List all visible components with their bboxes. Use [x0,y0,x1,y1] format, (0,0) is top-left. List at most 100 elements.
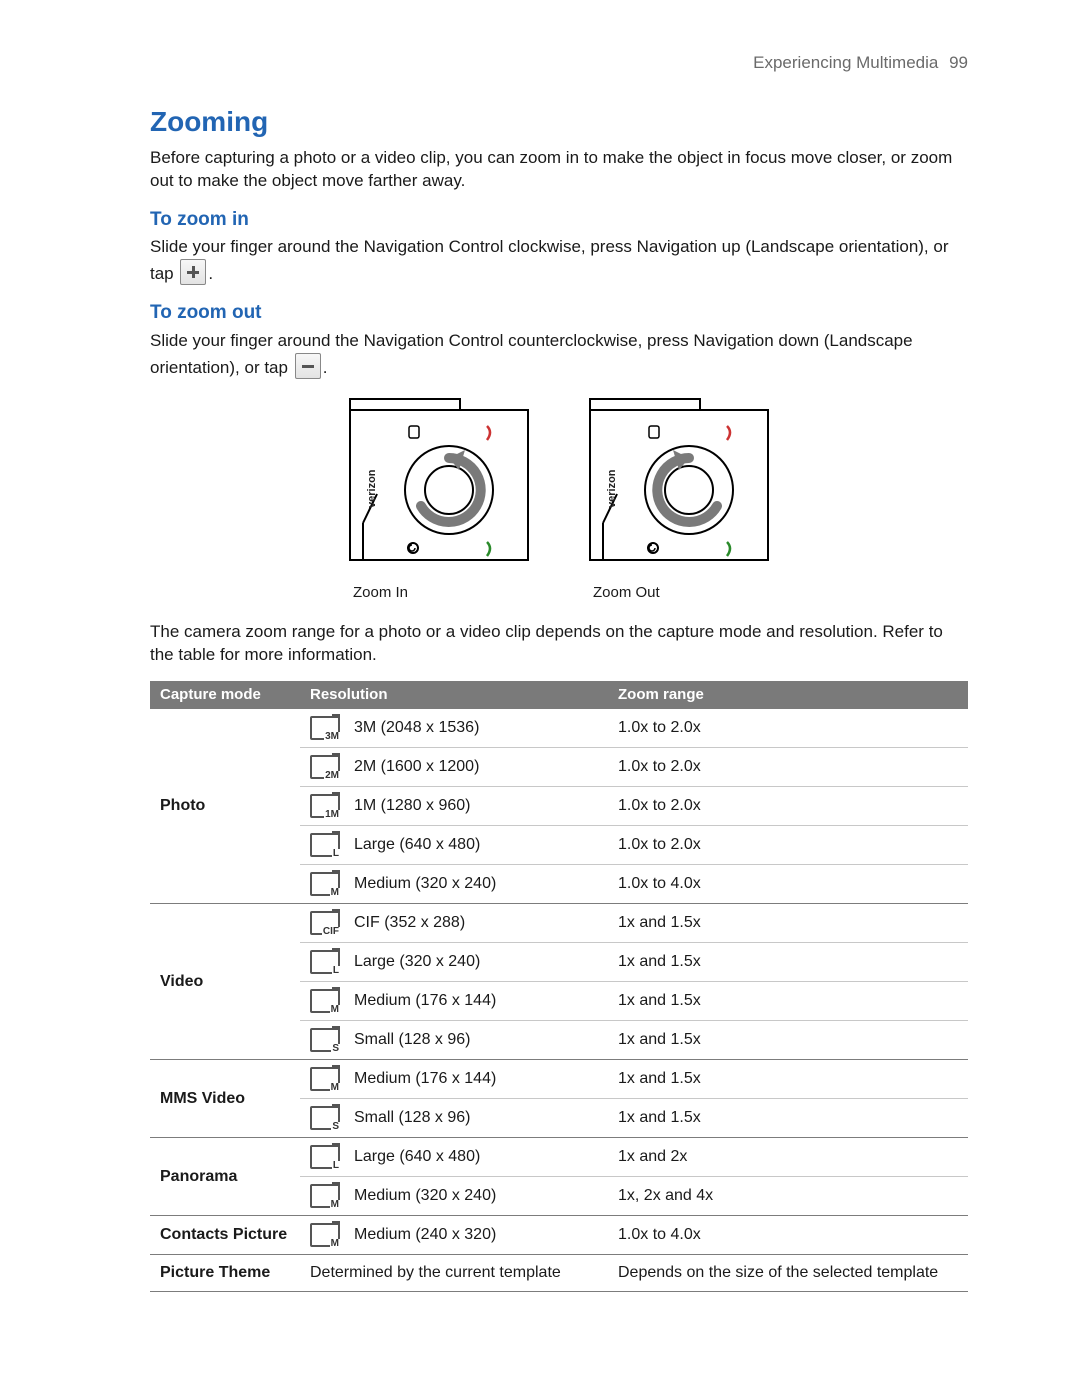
resolution-icon [310,1067,340,1091]
resolution-icon-cell [300,1176,344,1215]
zoom-out-text-pre: Slide your finger around the Navigation … [150,331,913,377]
section-intro: Before capturing a photo or a video clip… [150,147,968,193]
resolution-icon [310,716,340,740]
mode-cell: MMS Video [150,1059,300,1137]
resolution-icon [310,989,340,1013]
resolution-cell: 2M (1600 x 1200) [344,747,608,786]
zoom-in-body: Slide your finger around the Navigation … [150,236,968,286]
resolution-cell: Small (128 x 96) [344,1020,608,1059]
section-title: Zooming [150,103,968,141]
table-row: MMS VideoMedium (176 x 144)1x and 1.5x [150,1059,968,1098]
resolution-icon [310,755,340,779]
table-header-row: Capture mode Resolution Zoom range [150,681,968,709]
zoom-out-text-post: . [323,358,328,377]
table-row: PanoramaLarge (640 x 480)1x and 2x [150,1137,968,1176]
resolution-cell: Large (640 x 480) [344,825,608,864]
zoom-in-caption: Zoom In [353,583,529,603]
table-intro: The camera zoom range for a photo or a v… [150,621,968,667]
table-row: VideoCIF (352 x 288)1x and 1.5x [150,903,968,942]
page-header: Experiencing Multimedia 99 [150,52,968,75]
mode-cell: Photo [150,709,300,904]
resolution-cell: Medium (320 x 240) [344,1176,608,1215]
range-cell: 1x and 1.5x [608,1059,968,1098]
range-cell: 1x and 1.5x [608,942,968,981]
range-cell: 1.0x to 2.0x [608,825,968,864]
resolution-icon-cell [300,1137,344,1176]
svg-text:verizon: verizon [366,469,378,508]
resolution-icon-cell [300,942,344,981]
resolution-icon [310,1028,340,1052]
resolution-icon-cell [300,1215,344,1254]
col-capture-mode: Capture mode [150,681,300,709]
resolution-cell: CIF (352 x 288) [344,903,608,942]
col-resolution: Resolution [300,681,608,709]
mode-cell: Panorama [150,1137,300,1215]
page-number: 99 [949,53,968,72]
zoom-in-diagram: verizon Zoom In [349,398,529,603]
resolution-cell: Medium (320 x 240) [344,864,608,903]
range-cell: 1x and 2x [608,1137,968,1176]
range-cell: 1.0x to 4.0x [608,1215,968,1254]
resolution-icon [310,1106,340,1130]
resolution-icon [310,1145,340,1169]
resolution-cell: Small (128 x 96) [344,1098,608,1137]
zoom-out-body: Slide your finger around the Navigation … [150,330,968,380]
resolution-icon [310,1184,340,1208]
zoom-range-table: Capture mode Resolution Zoom range Photo… [150,681,968,1292]
resolution-cell: Medium (240 x 320) [344,1215,608,1254]
range-cell: 1.0x to 2.0x [608,747,968,786]
zoom-out-heading: To zoom out [150,300,968,326]
range-cell: 1x and 1.5x [608,1098,968,1137]
resolution-cell: Large (640 x 480) [344,1137,608,1176]
range-cell: 1x, 2x and 4x [608,1176,968,1215]
zoom-out-caption: Zoom Out [593,583,769,603]
resolution-icon [310,950,340,974]
resolution-icon-cell [300,903,344,942]
resolution-icon-cell [300,864,344,903]
plus-icon [180,259,206,285]
resolution-icon-cell [300,1020,344,1059]
svg-text:verizon: verizon [606,469,618,508]
resolution-icon-cell [300,786,344,825]
resolution-cell: 3M (2048 x 1536) [344,709,608,748]
resolution-cell: Medium (176 x 144) [344,981,608,1020]
chapter-name: Experiencing Multimedia [753,53,938,72]
table-row: Photo3M (2048 x 1536)1.0x to 2.0x [150,709,968,748]
resolution-icon [310,794,340,818]
zoom-in-text-post: . [208,264,213,283]
minus-icon [295,353,321,379]
table-row: Picture ThemeDetermined by the current t… [150,1254,968,1291]
resolution-icon-cell [300,825,344,864]
resolution-cell: Large (320 x 240) [344,942,608,981]
zoom-out-diagram: verizon Zoom Out [589,398,769,603]
resolution-icon [310,872,340,896]
device-zoom-in-illustration: verizon [349,398,529,568]
range-cell: 1x and 1.5x [608,981,968,1020]
device-zoom-out-illustration: verizon [589,398,769,568]
resolution-icon-cell [300,981,344,1020]
resolution-icon [310,833,340,857]
table-row: Contacts Picture Medium (240 x 320)1.0x t… [150,1215,968,1254]
mode-cell: Contacts Picture [150,1215,300,1254]
range-cell: 1x and 1.5x [608,903,968,942]
range-cell: 1.0x to 2.0x [608,709,968,748]
resolution-icon-cell [300,709,344,748]
resolution-cell: 1M (1280 x 960) [344,786,608,825]
zoom-in-heading: To zoom in [150,207,968,233]
mode-cell: Picture Theme [150,1254,300,1291]
resolution-icon-cell [300,747,344,786]
resolution-icon-cell [300,1098,344,1137]
range-cell: 1x and 1.5x [608,1020,968,1059]
resolution-icon [310,911,340,935]
mode-cell: Video [150,903,300,1059]
range-cell: Depends on the size of the selected temp… [608,1254,968,1291]
resolution-icon [310,1223,340,1247]
resolution-cell: Medium (176 x 144) [344,1059,608,1098]
range-cell: 1.0x to 2.0x [608,786,968,825]
zoom-in-text-pre: Slide your finger around the Navigation … [150,237,949,283]
col-zoom-range: Zoom range [608,681,968,709]
resolution-cell: Determined by the current template [300,1254,608,1291]
range-cell: 1.0x to 4.0x [608,864,968,903]
diagram-row: verizon Zoom In verizon [150,398,968,603]
resolution-icon-cell [300,1059,344,1098]
